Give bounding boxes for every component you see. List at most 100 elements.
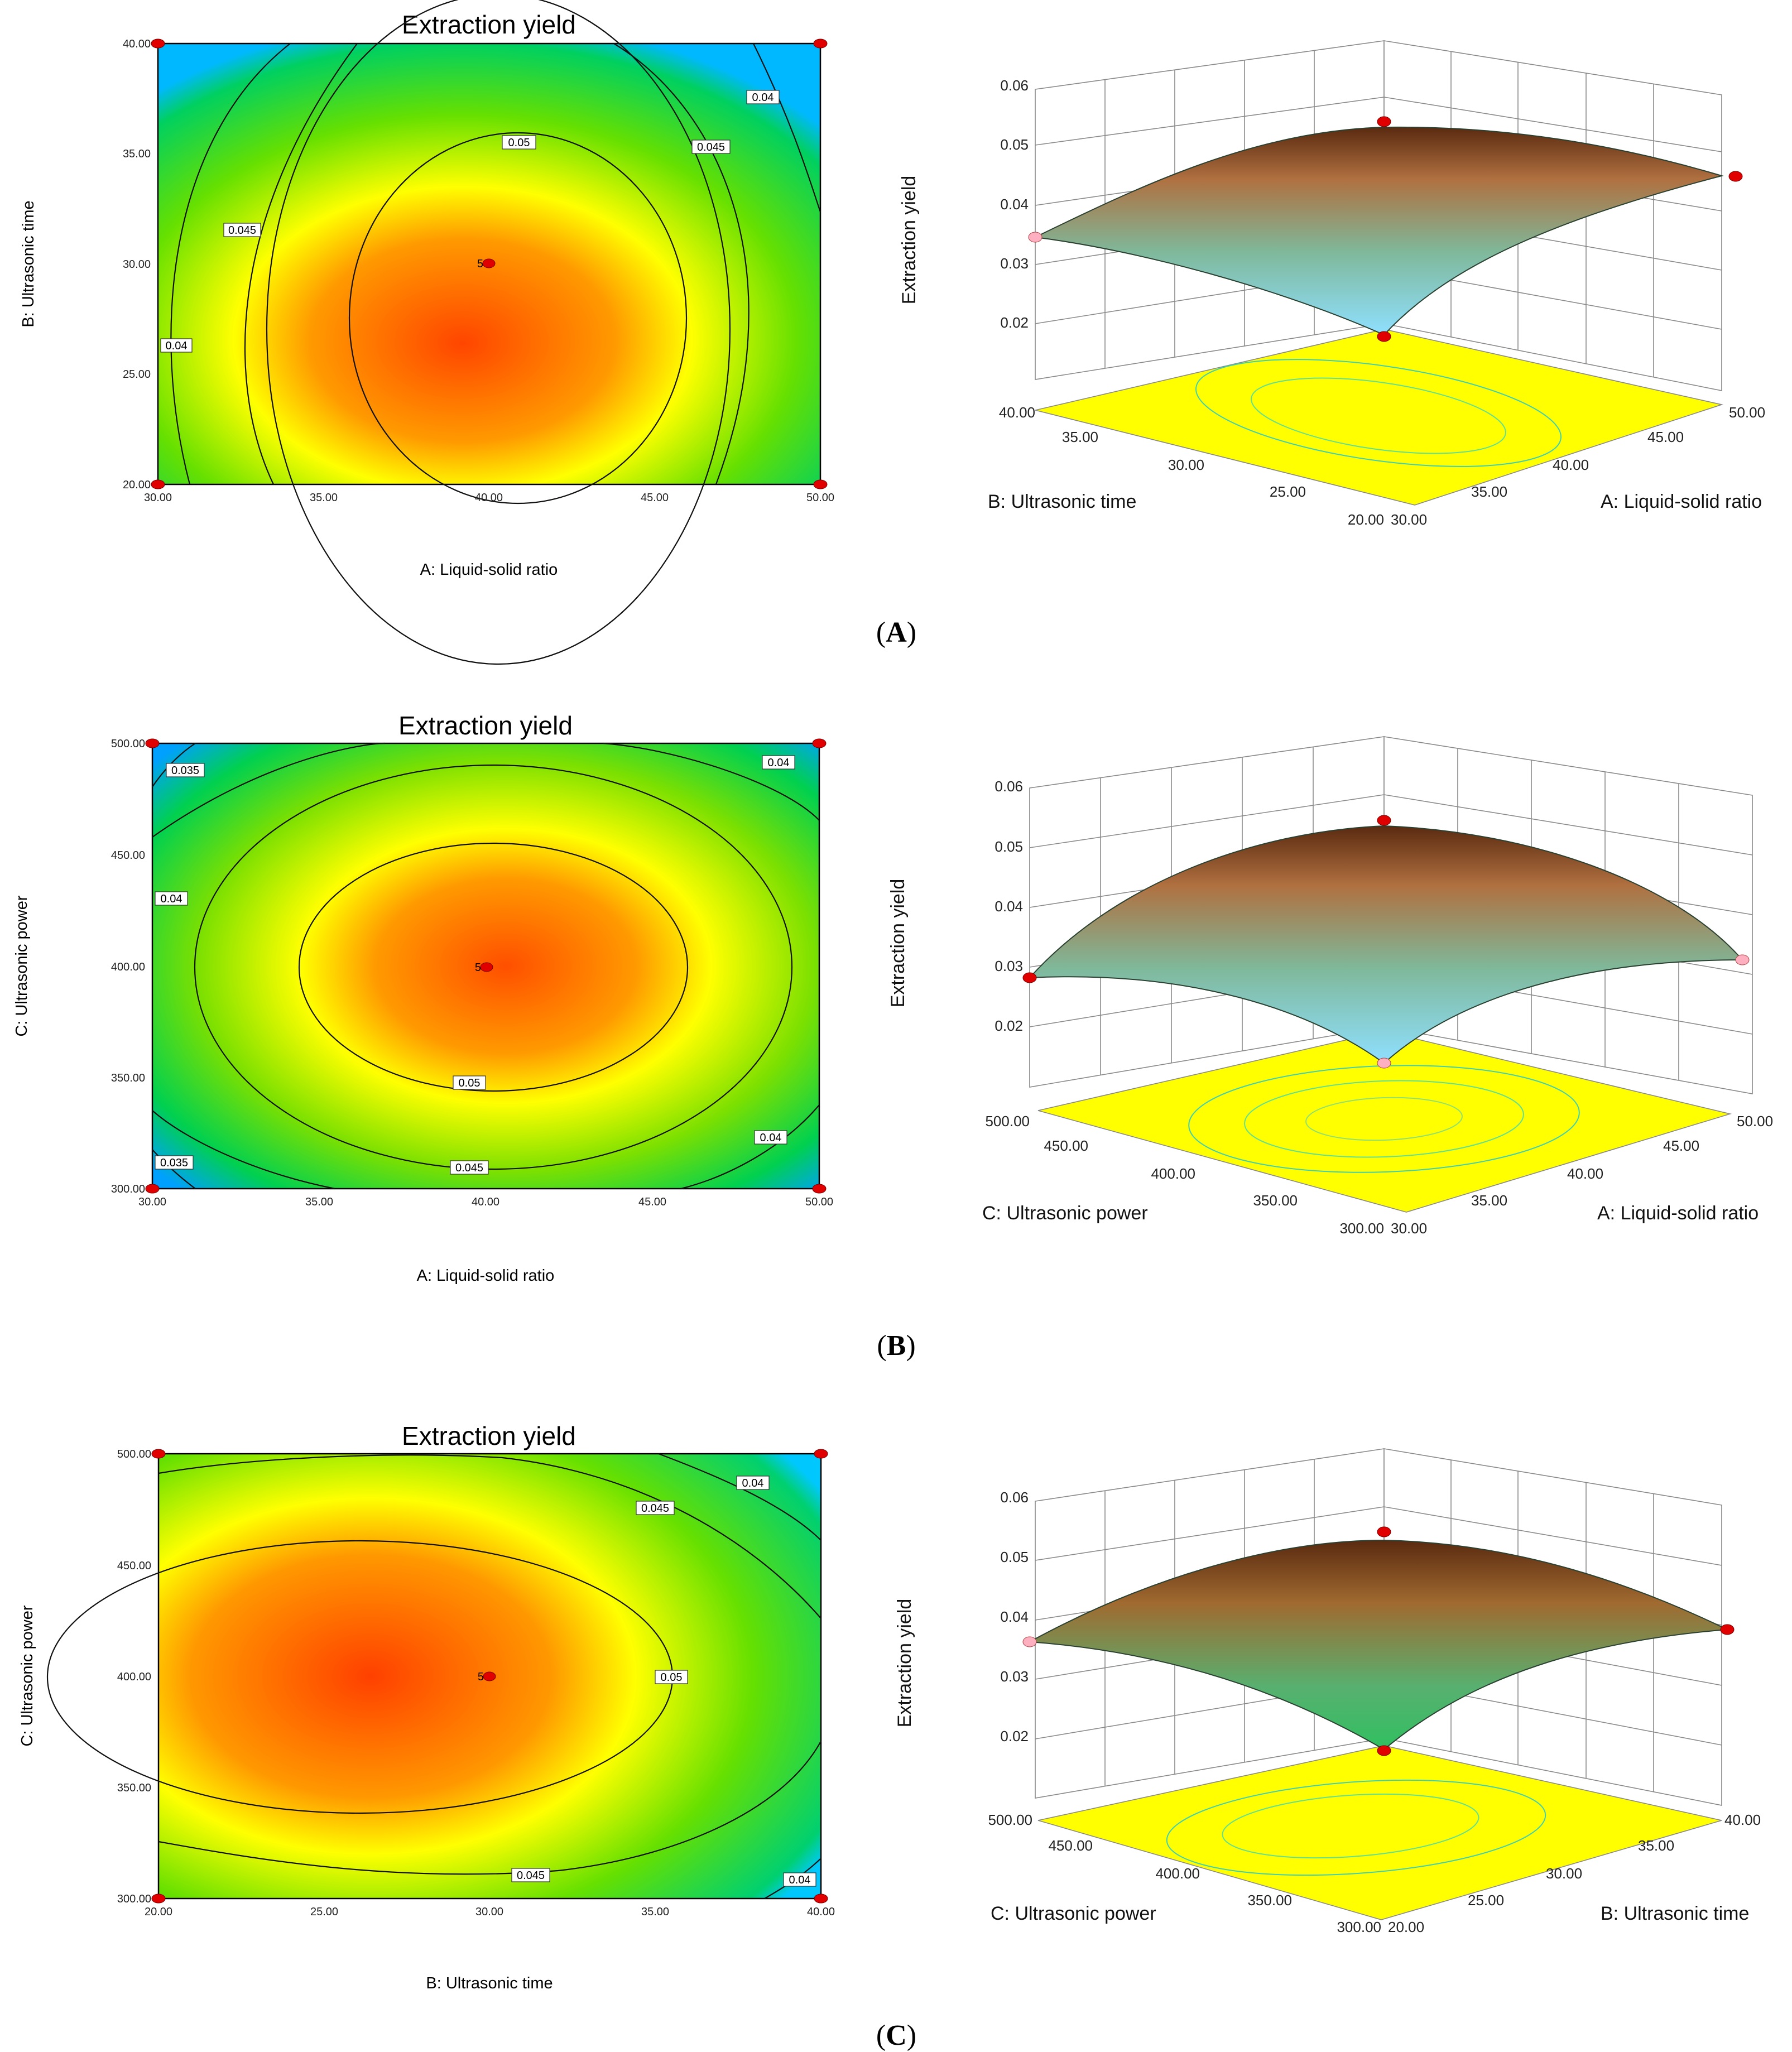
x-tick: 35.00 xyxy=(641,1906,669,1918)
x-tick: 45.00 xyxy=(1647,429,1684,445)
x-tick: 25.00 xyxy=(1468,1892,1504,1909)
design-point xyxy=(1377,1058,1391,1069)
x-tick: 30.00 xyxy=(138,1196,166,1208)
y-tick: 400.00 xyxy=(111,961,145,973)
y-tick: 300.00 xyxy=(1337,1919,1381,1935)
y-tick: 350.00 xyxy=(111,1072,145,1084)
contour-labels: 0.035 0.04 0.04 0.05 0.045 0.04 0.035 xyxy=(155,755,795,1175)
x-tick: 40.00 xyxy=(475,492,503,504)
x-axis-label: B: Ultrasonic time xyxy=(1601,1903,1749,1924)
contour-label: 0.035 xyxy=(171,765,199,777)
y-tick: 30.00 xyxy=(123,258,151,271)
surface-floor xyxy=(1037,1745,1722,1920)
y-tick: 350.00 xyxy=(1253,1192,1298,1209)
contour-line xyxy=(348,132,688,504)
x-tick: 30.00 xyxy=(1546,1865,1582,1882)
x-tick: 45.00 xyxy=(641,492,669,504)
z-tick: 0.05 xyxy=(1000,136,1029,153)
contour-line xyxy=(194,764,793,1170)
contour-label: 0.04 xyxy=(742,1477,764,1489)
corner-point xyxy=(151,1449,166,1459)
x-tick: 40.00 xyxy=(472,1196,499,1208)
x-ticks: 30.00 35.00 40.00 45.00 50.00 xyxy=(144,492,834,504)
surface-plot: 0.06 0.05 0.04 0.03 0.02 Extraction yiel… xyxy=(887,736,1773,1237)
z-tick: 0.02 xyxy=(1000,1728,1029,1745)
y-tick: 40.00 xyxy=(999,404,1035,421)
contour-line xyxy=(613,43,750,485)
contour-line xyxy=(170,43,291,485)
x-axis-label: A: Liquid-solid ratio xyxy=(417,1267,555,1285)
x-tick: 50.00 xyxy=(806,492,834,504)
x-tick: 40.00 xyxy=(807,1906,835,1918)
y-tick: 350.00 xyxy=(117,1782,151,1794)
contour-label: 0.045 xyxy=(641,1502,669,1515)
center-point xyxy=(483,1671,496,1681)
x-tick: 30.00 xyxy=(144,492,172,504)
corner-point xyxy=(151,1894,166,1904)
z-axis-label: Extraction yield xyxy=(894,1599,915,1728)
contour-line xyxy=(152,742,820,1190)
x-tick: 50.00 xyxy=(1737,1113,1773,1130)
surface-plot: 0.06 0.05 0.04 0.03 0.02 Extraction yiel… xyxy=(899,40,1765,528)
surface-floor xyxy=(1037,1031,1732,1213)
plot-frame xyxy=(157,1453,822,1900)
design-point xyxy=(1377,1745,1391,1756)
design-point xyxy=(1022,1636,1037,1647)
y-tick: 30.00 xyxy=(1168,456,1204,473)
x-tick: 20.00 xyxy=(1388,1919,1424,1935)
surface-floor xyxy=(1035,329,1724,506)
y-axis-label: B: Ultrasonic time xyxy=(988,491,1136,512)
design-point xyxy=(1377,116,1391,127)
design-point xyxy=(1377,331,1391,342)
panel-b: Extraction yield 0.035 0.04 0.04 0.05 0.… xyxy=(13,711,1773,1362)
y-tick: 300.00 xyxy=(1339,1220,1384,1237)
x-tick: 50.00 xyxy=(805,1196,833,1208)
x-ticks: 20.00 25.00 30.00 35.00 40.00 xyxy=(145,1906,835,1918)
corner-point xyxy=(814,1449,828,1459)
panel-caption: (B) xyxy=(877,1330,915,1362)
y-ticks: 300.00 350.00 400.00 450.00 500.00 xyxy=(111,738,145,1195)
x-tick: 20.00 xyxy=(145,1906,172,1918)
z-tick: 0.05 xyxy=(1000,1549,1029,1565)
center-point-label: 5 xyxy=(478,1671,484,1683)
z-tick: 0.06 xyxy=(1000,77,1029,94)
contour-label: 0.035 xyxy=(160,1157,188,1169)
y-tick: 350.00 xyxy=(1247,1892,1292,1909)
corner-point xyxy=(812,738,827,748)
design-point xyxy=(1735,954,1750,965)
panel-letter: B xyxy=(887,1330,906,1362)
y-tick: 35.00 xyxy=(123,148,151,160)
y-tick: 450.00 xyxy=(111,849,145,862)
x-axis-label: A: Liquid-solid ratio xyxy=(420,561,558,579)
y-tick: 25.00 xyxy=(123,368,151,381)
y-tick: 400.00 xyxy=(1155,1865,1200,1882)
x-tick: 30.00 xyxy=(1391,1220,1427,1237)
z-tick: 0.05 xyxy=(995,838,1023,855)
contour-line xyxy=(266,0,731,665)
z-tick: 0.04 xyxy=(1000,1608,1029,1625)
y-axis-label: C: Ultrasonic power xyxy=(18,1605,36,1746)
x-axis-label: A: Liquid-solid ratio xyxy=(1597,1203,1759,1224)
corner-point xyxy=(812,1184,827,1194)
x-axis-label: A: Liquid-solid ratio xyxy=(1601,491,1762,512)
y-tick: 500.00 xyxy=(988,1811,1032,1828)
contour-line xyxy=(152,743,196,1189)
design-point xyxy=(1377,815,1391,826)
x-tick: 35.00 xyxy=(305,1196,333,1208)
design-point xyxy=(1720,1624,1735,1635)
x-tick: 25.00 xyxy=(310,1906,338,1918)
center-point xyxy=(482,258,496,268)
x-tick: 40.00 xyxy=(1567,1165,1603,1182)
y-tick: 500.00 xyxy=(985,1113,1030,1130)
response-surface xyxy=(1033,126,1724,336)
x-tick: 40.00 xyxy=(1553,456,1589,473)
x-tick: 40.00 xyxy=(1724,1811,1761,1828)
corner-point xyxy=(814,1894,828,1904)
y-tick: 450.00 xyxy=(1044,1137,1088,1154)
panel-caption: (C) xyxy=(876,2020,916,2051)
contour-label: 0.04 xyxy=(789,1874,811,1886)
contour-line xyxy=(753,43,821,213)
y-ticks: 20.00 25.00 30.00 35.00 40.00 xyxy=(123,38,151,491)
design-points: 5 xyxy=(151,1449,828,1904)
z-tick: 0.04 xyxy=(1000,196,1029,213)
